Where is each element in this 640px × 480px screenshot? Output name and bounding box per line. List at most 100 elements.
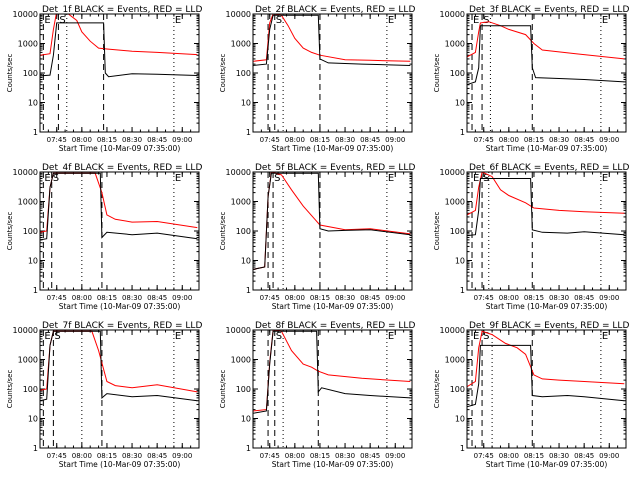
x-tick-label: 08:15 <box>524 452 544 460</box>
x-axis-label: Start Time (10-Mar-09 07:35:00) <box>59 144 181 153</box>
series-line-events <box>253 330 411 414</box>
time-marker-label: S <box>53 173 59 184</box>
series-line-events <box>253 14 411 66</box>
time-marker-label: E <box>44 331 50 342</box>
series-line-lld <box>467 21 625 60</box>
plot-title: Det_8f BLACK = Events, RED = LLD <box>255 321 415 331</box>
time-marker-label: E <box>473 15 479 26</box>
y-tick-label: 10 <box>455 257 465 266</box>
plot-panel: Det_9f BLACK = Events, RED = LLD Counts/s… <box>433 321 629 469</box>
y-tick-label: 10000 <box>13 10 38 19</box>
x-tick-label: 08:45 <box>360 294 380 302</box>
plot-frame <box>39 171 200 291</box>
y-tick-label: 1000 <box>231 198 251 207</box>
series-line-lld <box>467 330 625 388</box>
x-tick-label: 08:00 <box>72 294 92 302</box>
x-tick-label: 08:30 <box>122 136 142 144</box>
x-tick-label: 08:30 <box>335 294 355 302</box>
y-tick-label: 10000 <box>226 10 251 19</box>
y-tick-label: 100 <box>236 227 251 236</box>
x-axis-label: Start Time (10-Mar-09 07:35:00) <box>486 460 608 469</box>
plot-title: Det_2f BLACK = Events, RED = LLD <box>255 5 415 15</box>
x-tick-label: 09:00 <box>172 136 192 144</box>
y-tick-label: 10000 <box>226 326 251 335</box>
time-marker-label: E <box>602 15 608 26</box>
time-marker-label: E <box>44 173 50 184</box>
y-tick-label: 100 <box>450 227 465 236</box>
plot-frame <box>466 171 627 291</box>
y-axis-label: Counts/sec <box>6 212 14 251</box>
x-tick-label: 08:15 <box>97 452 117 460</box>
y-tick-label: 1000 <box>18 198 38 207</box>
y-tick-label: 1000 <box>231 40 251 49</box>
x-tick-label: 08:15 <box>524 136 544 144</box>
series-line-events <box>467 178 625 237</box>
x-tick-label: 08:45 <box>574 294 594 302</box>
x-tick-label: 08:30 <box>549 294 569 302</box>
plot-panel: Det_7f BLACK = Events, RED = LLD Counts/s… <box>6 321 202 469</box>
plot-title: Det_6f BLACK = Events, RED = LLD <box>469 163 629 173</box>
x-tick-label: 08:45 <box>574 136 594 144</box>
x-tick-label: 08:45 <box>147 294 167 302</box>
y-tick-label: 1000 <box>445 40 465 49</box>
series-line-events <box>253 172 411 270</box>
y-tick-label: 1 <box>460 128 465 137</box>
x-axis-label: Start Time (10-Mar-09 07:35:00) <box>486 302 608 311</box>
x-tick-label: 07:45 <box>47 136 67 144</box>
y-tick-label: 1 <box>246 444 251 453</box>
y-tick-label: 10 <box>455 415 465 424</box>
plot-title: Det_3f BLACK = Events, RED = LLD <box>469 5 629 15</box>
plot-panel: Det_4f BLACK = Events, RED = LLD Counts/s… <box>6 163 202 311</box>
x-tick-label: 09:00 <box>385 294 405 302</box>
y-axis-label: Counts/sec <box>433 212 441 251</box>
x-tick-label: 08:45 <box>360 136 380 144</box>
x-tick-label: 07:45 <box>47 452 67 460</box>
plot-title: Det_1f BLACK = Events, RED = LLD <box>42 5 202 15</box>
plot-panel: Det_8f BLACK = Events, RED = LLD Counts/s… <box>219 321 415 469</box>
x-axis-label: Start Time (10-Mar-09 07:35:00) <box>59 302 181 311</box>
time-marker-label: S <box>276 15 282 26</box>
series-line-lld <box>40 14 198 56</box>
y-axis-label: Counts/sec <box>219 212 227 251</box>
plot-title: Det_9f BLACK = Events, RED = LLD <box>469 321 629 331</box>
y-tick-label: 10000 <box>226 168 251 177</box>
x-tick-label: 09:00 <box>385 136 405 144</box>
plot-frame <box>39 13 200 133</box>
y-tick-label: 10000 <box>13 326 38 335</box>
y-tick-label: 1000 <box>445 198 465 207</box>
plot-frame <box>252 171 413 291</box>
y-tick-label: 10 <box>455 99 465 108</box>
series-line-events <box>40 22 198 78</box>
x-tick-label: 08:30 <box>122 452 142 460</box>
x-tick-label: 08:30 <box>335 136 355 144</box>
x-tick-label: 09:00 <box>599 452 619 460</box>
plot-frame <box>252 13 413 133</box>
y-tick-label: 100 <box>450 385 465 394</box>
y-tick-label: 1 <box>246 128 251 137</box>
time-marker-label: S <box>483 331 489 342</box>
plot-panel: Det_5f BLACK = Events, RED = LLD Counts/s… <box>219 163 415 311</box>
time-marker-label: E <box>388 15 394 26</box>
y-tick-label: 10 <box>241 415 251 424</box>
y-tick-label: 1000 <box>231 356 251 365</box>
x-tick-label: 08:00 <box>72 452 92 460</box>
x-tick-label: 08:15 <box>524 294 544 302</box>
y-tick-label: 10000 <box>440 10 465 19</box>
time-marker-label: E <box>473 331 479 342</box>
y-tick-label: 100 <box>23 385 38 394</box>
x-tick-label: 08:00 <box>499 452 519 460</box>
plot-panel: Det_2f BLACK = Events, RED = LLD Counts/s… <box>219 5 415 153</box>
x-axis-label: Start Time (10-Mar-09 07:35:00) <box>272 144 394 153</box>
series-line-lld <box>253 14 411 62</box>
y-tick-label: 100 <box>236 385 251 394</box>
x-tick-label: 07:45 <box>260 294 280 302</box>
series-line-events <box>40 330 198 402</box>
x-tick-label: 08:45 <box>147 452 167 460</box>
x-tick-label: 08:15 <box>310 294 330 302</box>
x-tick-label: 08:00 <box>72 136 92 144</box>
y-tick-label: 100 <box>23 227 38 236</box>
x-tick-label: 09:00 <box>172 294 192 302</box>
x-axis-label: Start Time (10-Mar-09 07:35:00) <box>272 302 394 311</box>
plot-frame <box>252 329 413 449</box>
